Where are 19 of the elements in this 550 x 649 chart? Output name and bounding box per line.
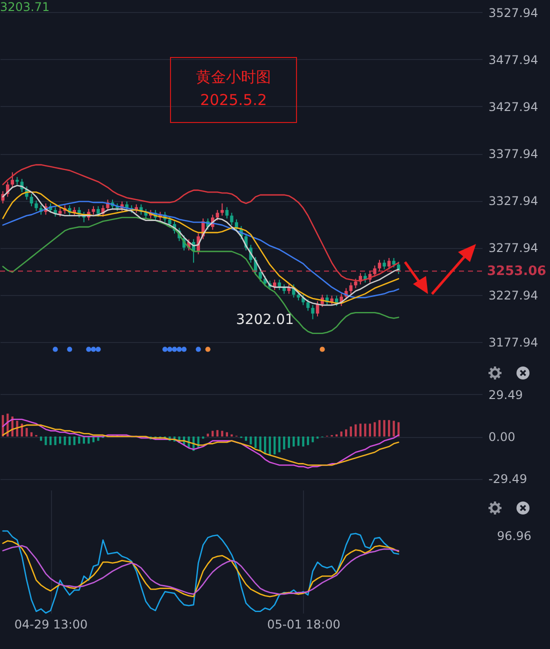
y-tick-label: 29.49 — [488, 388, 523, 402]
text: 96.96 — [497, 529, 532, 543]
y-tick-label: 3427.94 — [488, 100, 538, 114]
text: 黄金小时图 — [195, 68, 272, 87]
y-tick-label: 3527.94 — [488, 6, 538, 20]
y-tick-label: 3227.94 — [488, 288, 538, 302]
annotation: 3202.01 — [236, 312, 294, 328]
y-tick-label: 3477.94 — [488, 52, 538, 67]
annotation: 3203.71 — [0, 0, 50, 14]
ref-line-label: 3253.06 — [487, 264, 546, 280]
y-tick-label: 3377.94 — [488, 147, 538, 162]
text: 2025.5.2 — [199, 91, 268, 109]
y-tick-label: 3177.94 — [488, 335, 538, 350]
y-tick-label: 0.00 — [488, 430, 516, 444]
y-tick-label: 3277.94 — [488, 241, 538, 256]
y-tick-label: -29.49 — [488, 472, 528, 486]
x-tick-label: 05-01 18:00 — [267, 618, 340, 632]
y-tick-label: 3327.94 — [488, 194, 538, 208]
x-tick-label: 04-29 13:00 — [14, 618, 88, 632]
